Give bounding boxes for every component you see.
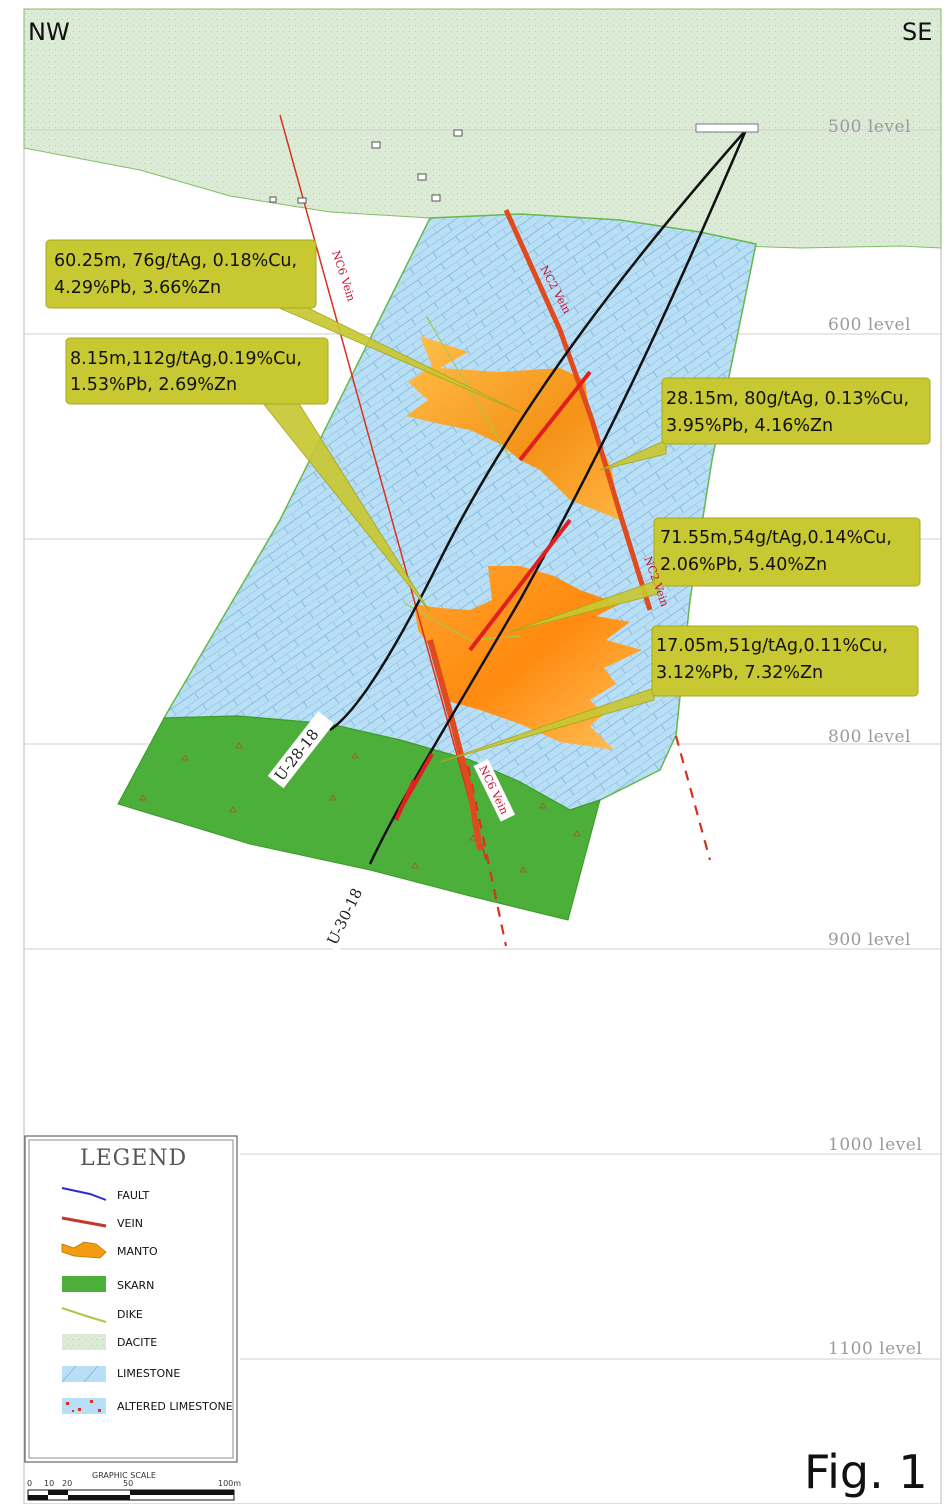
legend: LEGEND FAULT VEIN MANTO SKARN DIKE DACIT… (24, 1135, 238, 1463)
callout-4-line1: 71.55m,54g/tAg,0.14%Cu, (660, 528, 892, 548)
dike-swatch-icon (61, 1307, 107, 1323)
legend-item-dike: DIKE (61, 1307, 143, 1323)
legend-label-dacite: DACITE (117, 1336, 157, 1349)
vein-label-nc6-upper: NC6 Vein (329, 249, 358, 303)
callout-5: 17.05m,51g/tAg,0.11%Cu, 3.12%Pb, 7.32%Zn (651, 625, 919, 697)
legend-label-vein: VEIN (117, 1217, 143, 1230)
legend-item-manto: MANTO (61, 1241, 158, 1259)
legend-item-altered-limestone: ALTERED LIMESTONE (62, 1398, 233, 1414)
level-label-900: 900 level (828, 930, 911, 950)
legend-item-skarn: SKARN (62, 1276, 154, 1292)
scale-tick-0: 0 (27, 1479, 32, 1488)
legend-label-manto: MANTO (117, 1245, 158, 1258)
scale-tick-100m: 100m (218, 1479, 241, 1488)
fault-swatch-icon (61, 1187, 107, 1201)
callout-4-line2: 2.06%Pb, 5.40%Zn (660, 555, 827, 575)
manto-swatch-icon (61, 1241, 107, 1259)
drill-intercepts (394, 370, 592, 821)
callout-4: 71.55m,54g/tAg,0.14%Cu, 2.06%Pb, 5.40%Zn (653, 517, 921, 587)
legend-title: LEGEND (80, 1146, 187, 1171)
callout-1-line2: 4.29%Pb, 3.66%Zn (54, 278, 221, 298)
legend-label-fault: FAULT (117, 1189, 150, 1202)
hole-label-u-30-18: U-30-18 (320, 869, 375, 952)
legend-label-limestone: LIMESTONE (117, 1367, 180, 1380)
corner-label-se: SE (902, 18, 932, 46)
small-workings (269, 129, 463, 204)
callout-1: 60.25m, 76g/tAg, 0.18%Cu, 4.29%Pb, 3.66%… (45, 239, 317, 309)
corner-label-nw: NW (28, 18, 70, 46)
level-label-1000: 1000 level (828, 1135, 922, 1155)
level-label-500: 500 level (828, 117, 911, 137)
scale-tick-10: 10 (44, 1479, 54, 1488)
callout-5-line1: 17.05m,51g/tAg,0.11%Cu, (656, 636, 888, 656)
scale-tick-20: 20 (62, 1479, 72, 1488)
callout-3: 28.15m, 80g/tAg, 0.13%Cu, 3.95%Pb, 4.16%… (661, 377, 931, 445)
dacite-swatch-icon (62, 1334, 106, 1350)
legend-item-dacite: DACITE (62, 1334, 157, 1350)
dacite-unit (23, 8, 942, 249)
legend-item-vein: VEIN (61, 1216, 143, 1230)
callout-2: 8.15m,112g/tAg,0.19%Cu, 1.53%Pb, 2.69%Zn (65, 337, 329, 405)
callout-5-line2: 3.12%Pb, 7.32%Zn (656, 663, 823, 683)
legend-label-skarn: SKARN (117, 1279, 154, 1292)
skarn-swatch-icon (62, 1276, 106, 1292)
level-label-800: 800 level (828, 727, 911, 747)
nc2-vein-line (503, 208, 653, 611)
vein-swatch-icon (61, 1216, 107, 1228)
legend-item-fault: FAULT (61, 1187, 150, 1202)
legend-label-altered-limestone: ALTERED LIMESTONE (117, 1400, 233, 1413)
level-label-1100: 1100 level (828, 1339, 922, 1359)
callout-2-line1: 8.15m,112g/tAg,0.19%Cu, (70, 349, 302, 369)
legend-item-limestone: LIMESTONE (61, 1365, 180, 1383)
graphic-scale: GRAPHIC SCALE 0 10 20 50 100m (27, 1471, 241, 1501)
callout-3-line2: 3.95%Pb, 4.16%Zn (666, 416, 833, 436)
faults (466, 735, 712, 947)
callout-2-line2: 1.53%Pb, 2.69%Zn (70, 375, 237, 395)
nc6-vein-line (279, 114, 487, 861)
figure-label: Fig. 1 (804, 1445, 928, 1499)
callout-3-line1: 28.15m, 80g/tAg, 0.13%Cu, (666, 389, 909, 409)
legend-label-dike: DIKE (117, 1308, 143, 1321)
callout-leaders (260, 303, 667, 763)
skarn-marks (139, 742, 581, 873)
scale-title: GRAPHIC SCALE (92, 1471, 156, 1480)
callout-1-line1: 60.25m, 76g/tAg, 0.18%Cu, (54, 251, 297, 271)
scale-tick-50: 50 (123, 1479, 133, 1488)
drill-collar (695, 123, 759, 133)
level-label-600: 600 level (828, 315, 911, 335)
